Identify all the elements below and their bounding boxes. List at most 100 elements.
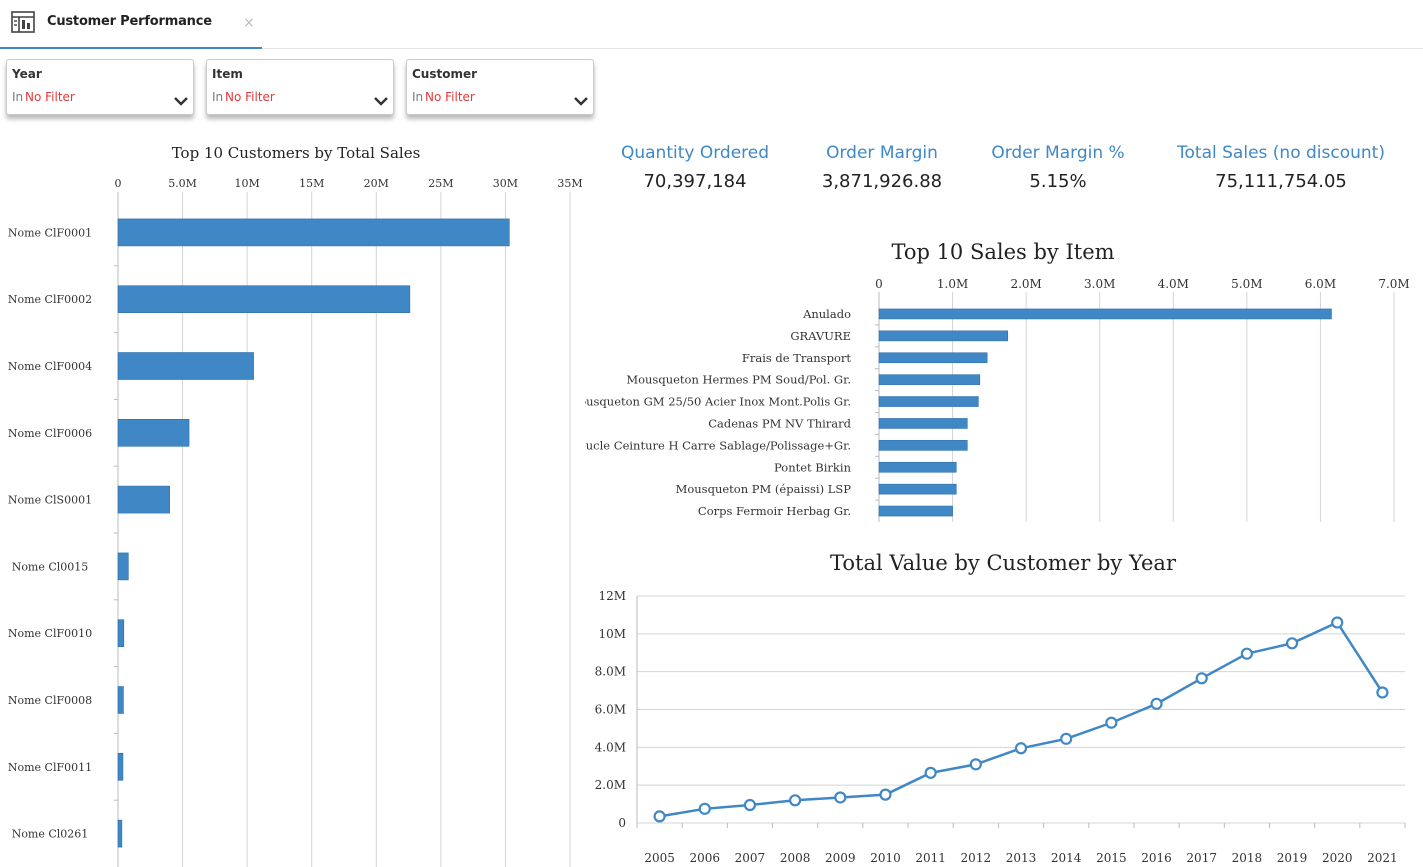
yearly-value-chart: Total Value by Customer by Year 0 2.0M 4.0M… bbox=[595, 551, 1406, 865]
x-tick-label: 2013 bbox=[1006, 851, 1037, 865]
filter-prefix: In bbox=[212, 90, 224, 104]
bar bbox=[878, 505, 953, 517]
x-tick-label: 5.0M bbox=[1231, 277, 1262, 291]
bar bbox=[117, 285, 411, 313]
bar bbox=[117, 418, 190, 447]
category-label: Mousqueton GM 25/50 Acier Inox Mont.Poli… bbox=[585, 395, 851, 409]
category-label: Nome ClF0004 bbox=[8, 360, 92, 373]
chart-title: Top 10 Sales by Item bbox=[891, 240, 1114, 264]
category-label: Boucle Ceinture H Carre Sablage/Polissag… bbox=[585, 438, 851, 452]
x-tick-label: 2006 bbox=[689, 851, 720, 865]
data-point bbox=[1240, 647, 1253, 660]
x-tick-label: 2019 bbox=[1277, 851, 1308, 865]
bar bbox=[117, 619, 125, 648]
x-tick-label: 2016 bbox=[1141, 851, 1172, 865]
y-tick-label: 0 bbox=[618, 816, 626, 830]
bar bbox=[878, 483, 957, 495]
category-label: Nome ClF0011 bbox=[8, 761, 92, 774]
kpi-label: Order Margin bbox=[826, 143, 938, 163]
data-point bbox=[743, 798, 757, 812]
x-tick-label: 2007 bbox=[735, 851, 766, 865]
x-tick-label: 2012 bbox=[961, 851, 992, 865]
x-tick-label: 2008 bbox=[780, 851, 811, 865]
x-tick-label: 15M bbox=[299, 177, 324, 190]
kpi-label: Total Sales (no discount) bbox=[1177, 143, 1385, 163]
x-tick-label: 30M bbox=[493, 177, 518, 190]
x-tick-label: 2010 bbox=[870, 851, 901, 865]
x-tick-label: 2017 bbox=[1186, 851, 1217, 865]
x-tick-label: 2009 bbox=[825, 851, 856, 865]
kpi-order-margin: Order Margin 3,871,926.88 bbox=[772, 143, 992, 192]
y-tick-label: 10M bbox=[598, 627, 626, 641]
data-point bbox=[924, 766, 937, 779]
x-tick-label: 2021 bbox=[1367, 851, 1398, 865]
filter-prefix: In bbox=[412, 90, 424, 104]
filter-customer[interactable]: Customer In No Filter bbox=[406, 59, 594, 115]
top-customers-chart: Top 10 Customers by Total Sales 0 5.0M 10M 1… bbox=[8, 144, 583, 867]
y-tick-label: 4.0M bbox=[595, 740, 626, 754]
top-items-chart: Top 10 Sales by Item 0 1.0M 2.0M 3.0M 4.0M 5.0… bbox=[585, 240, 1410, 522]
category-label: Pontet Birkin bbox=[774, 460, 852, 474]
category-label: Nome ClS0001 bbox=[8, 494, 92, 507]
y-tick-label: 8.0M bbox=[595, 665, 626, 679]
chart-title: Total Value by Customer by Year bbox=[830, 551, 1177, 575]
x-tick-label: 5.0M bbox=[168, 177, 197, 190]
kpi-order-margin-percent: Order Margin % 5.15% bbox=[948, 143, 1168, 192]
kpi-value: 70,397,184 bbox=[643, 171, 747, 192]
chevron-down-icon[interactable] bbox=[174, 96, 188, 106]
x-tick-label: 6.0M bbox=[1305, 277, 1336, 291]
data-point bbox=[698, 802, 711, 815]
bar bbox=[117, 485, 170, 514]
kpi-total-sales: Total Sales (no discount) 75,111,754.05 bbox=[1171, 143, 1391, 192]
filter-value: No Filter bbox=[425, 90, 475, 104]
data-point bbox=[879, 788, 892, 801]
kpi-label: Order Margin % bbox=[991, 143, 1125, 163]
filter-value: No Filter bbox=[25, 90, 75, 104]
x-tick-label: 2015 bbox=[1096, 851, 1127, 865]
category-label: Corps Fermoir Herbag Gr. bbox=[698, 504, 851, 518]
filter-label: Customer bbox=[412, 67, 478, 81]
data-point bbox=[1105, 716, 1118, 729]
bar bbox=[117, 752, 124, 781]
x-tick-label: 4.0M bbox=[1158, 277, 1189, 291]
x-tick-label: 2011 bbox=[915, 851, 946, 865]
data-point bbox=[1150, 697, 1163, 710]
series-line bbox=[659, 620, 1384, 818]
filter-prefix: In bbox=[12, 90, 24, 104]
x-tick-label: 2005 bbox=[644, 851, 675, 865]
bar bbox=[117, 352, 254, 380]
category-label: Nome ClF0006 bbox=[8, 427, 92, 440]
filter-year[interactable]: Year In No Filter bbox=[6, 59, 194, 115]
bar bbox=[878, 396, 979, 407]
filter-item[interactable]: Item In No Filter bbox=[206, 59, 394, 115]
tab-title: Customer Performance bbox=[47, 14, 212, 29]
data-point bbox=[1195, 672, 1208, 685]
data-point bbox=[969, 758, 982, 771]
bar bbox=[117, 686, 124, 714]
data-point bbox=[1285, 637, 1299, 650]
data-point bbox=[789, 794, 802, 807]
close-icon[interactable]: × bbox=[243, 15, 255, 31]
data-point bbox=[1331, 616, 1344, 629]
chevron-down-icon[interactable] bbox=[374, 96, 388, 106]
data-point bbox=[834, 791, 847, 804]
bar bbox=[878, 330, 1009, 342]
x-tick-label: 3.0M bbox=[1084, 277, 1115, 291]
category-label: Anulado bbox=[802, 307, 851, 321]
category-label: Frais de Transport bbox=[742, 351, 852, 365]
x-tick-label: 2018 bbox=[1232, 851, 1263, 865]
bar bbox=[878, 440, 968, 451]
bar bbox=[878, 374, 981, 385]
category-label: Nome ClF0002 bbox=[8, 293, 92, 306]
bar bbox=[878, 418, 968, 429]
kpi-value: 3,871,926.88 bbox=[821, 171, 943, 192]
bar bbox=[878, 308, 1332, 320]
y-tick-label: 2.0M bbox=[595, 778, 626, 792]
kpi-value: 5.15% bbox=[1029, 171, 1087, 192]
x-tick-label: 35M bbox=[557, 177, 582, 190]
category-label: Nome ClF0010 bbox=[8, 627, 92, 640]
x-tick-label: 7.0M bbox=[1378, 277, 1409, 291]
tab-customer-performance[interactable]: Customer Performance × bbox=[0, 0, 262, 49]
x-tick-label: 20M bbox=[364, 177, 389, 190]
chevron-down-icon[interactable] bbox=[574, 96, 588, 106]
